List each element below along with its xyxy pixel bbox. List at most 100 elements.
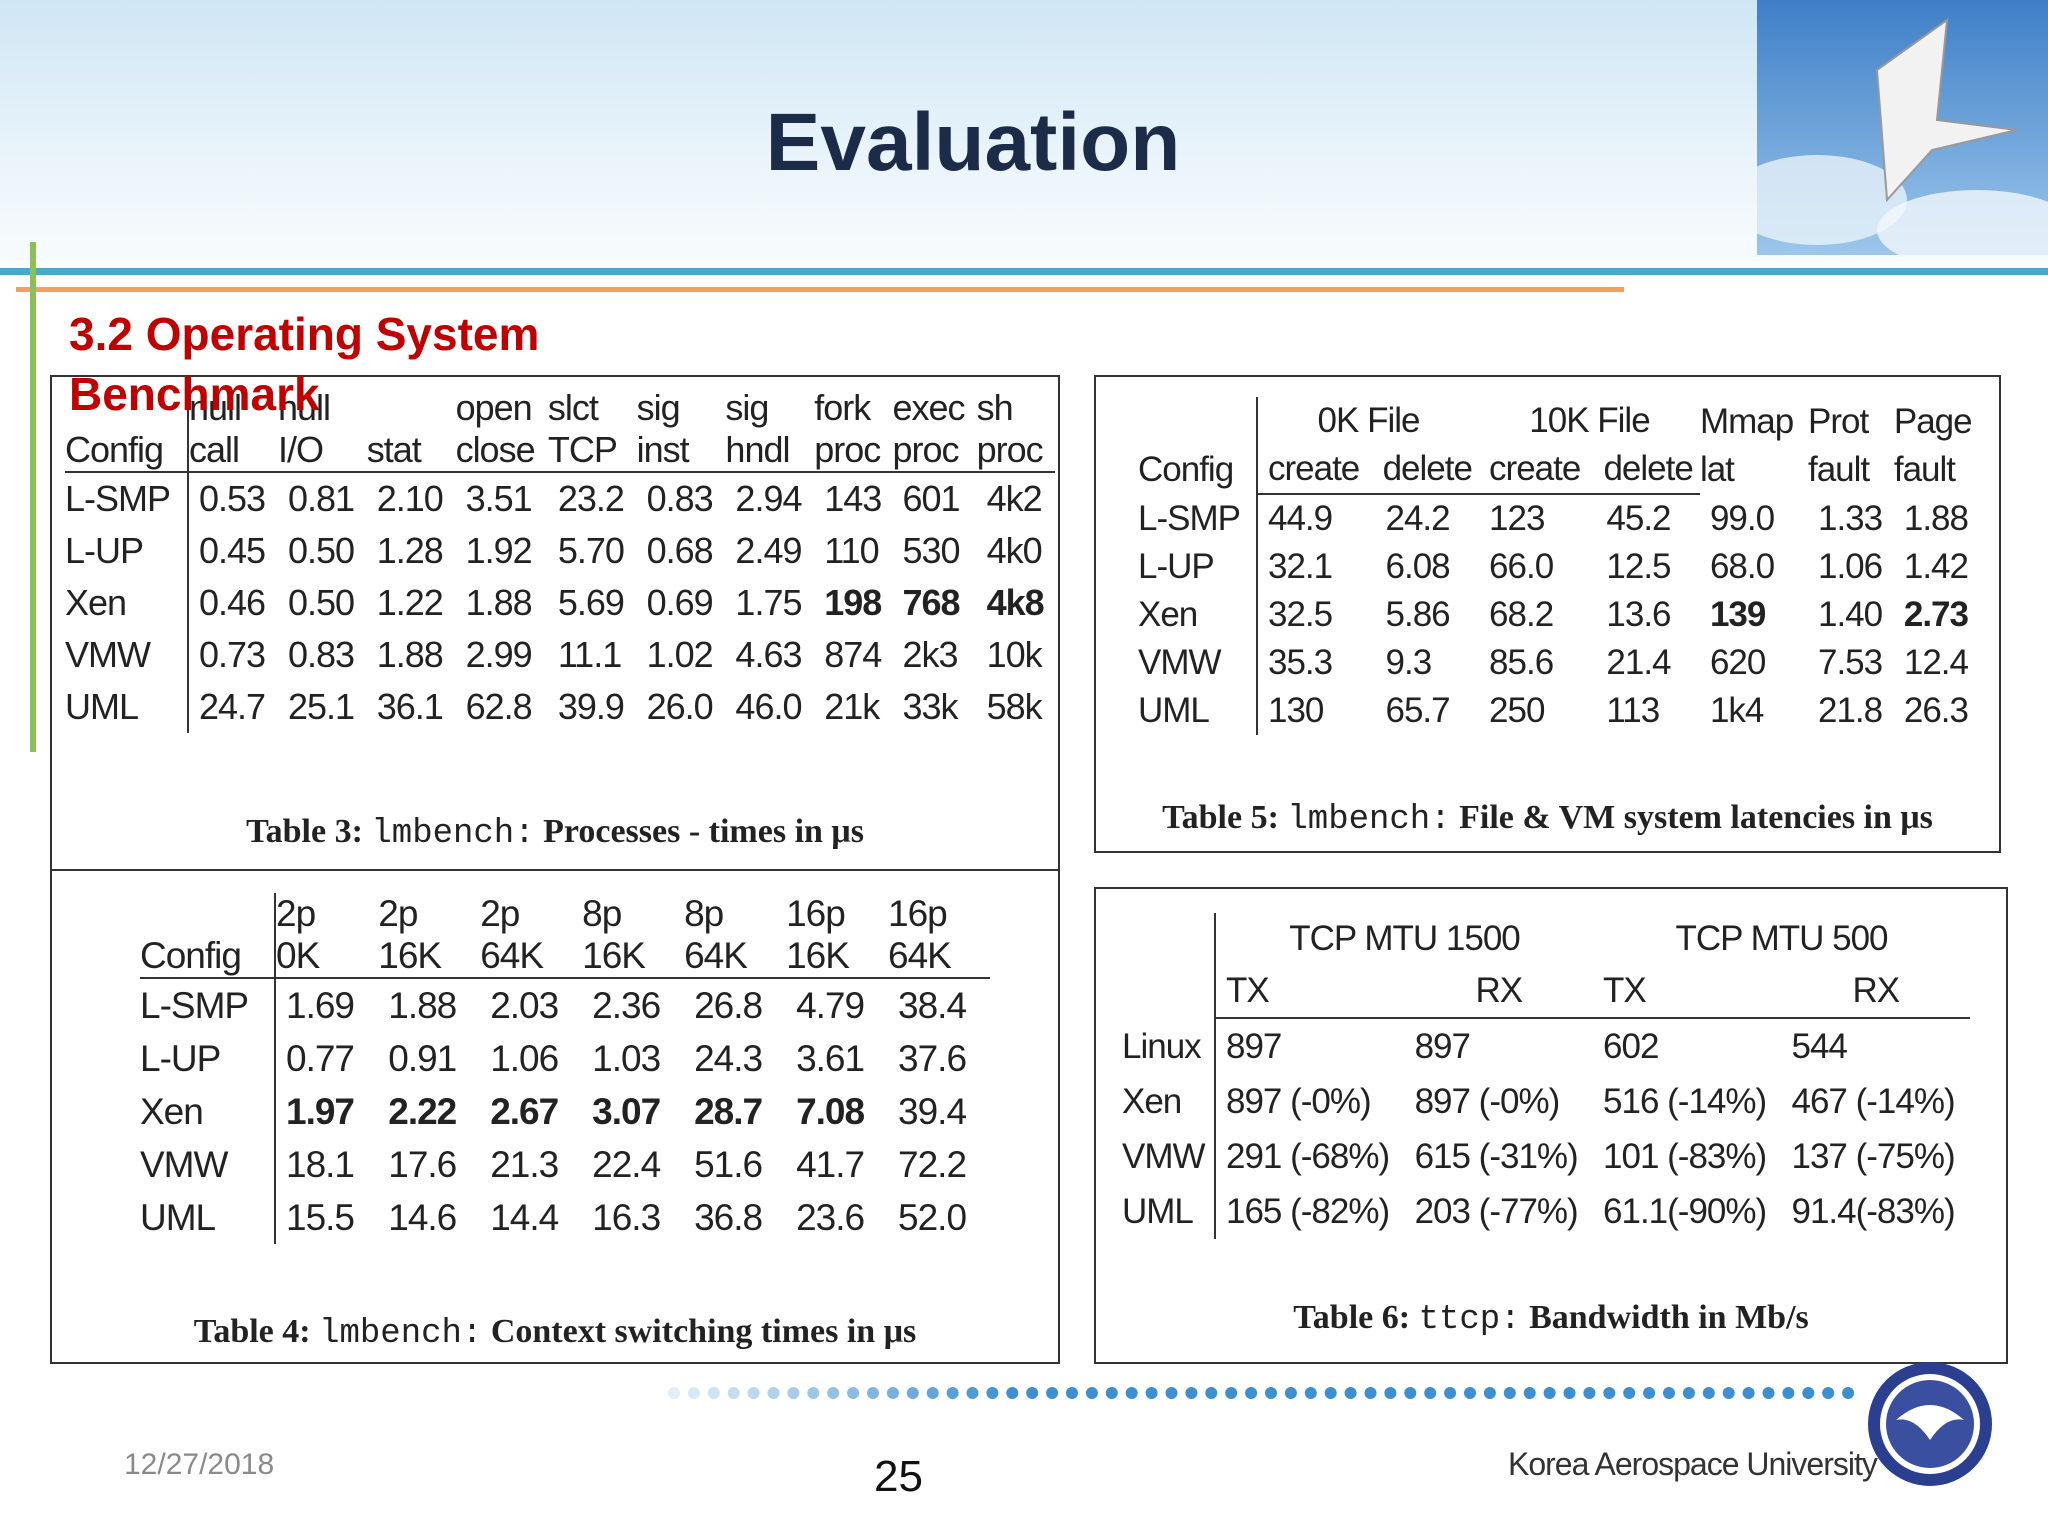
divider-dot xyxy=(1444,1387,1457,1399)
slide-title: Evaluation xyxy=(765,97,1181,188)
table-cell: 2.67 xyxy=(490,1091,559,1132)
table-cell: 18.1 xyxy=(286,1144,355,1185)
table-body: Linux 897 897 602 544 Xen 897 (-0%) 897 (-0%) 51… xyxy=(1122,1018,1970,1239)
divider-dot xyxy=(1464,1387,1476,1399)
table-caption: Table 3: lmbench: Processes - times in μ… xyxy=(52,813,1058,853)
table-header: Config null call null I/O stat open close slc… xyxy=(65,387,1055,473)
divider-dot xyxy=(1384,1387,1397,1399)
table-cell: 2.49 xyxy=(735,530,802,571)
header-cell: delete xyxy=(1596,445,1700,495)
caption-text: Bandwidth in Mb/s xyxy=(1529,1299,1809,1336)
row-label: L-SMP xyxy=(65,472,189,525)
header-cell: open close xyxy=(455,387,548,473)
table-panel: Config 2p 0K 2p 16K 2p 64K 8p 16K 8p 64K 16p 1… xyxy=(50,869,1060,1364)
table-cell: 1.40 xyxy=(1817,595,1883,634)
table-cell: 24.3 xyxy=(694,1038,763,1079)
divider-dot xyxy=(1324,1387,1337,1399)
table-cell: 0.50 xyxy=(287,530,355,571)
divider-dot xyxy=(926,1387,939,1399)
table-cell: 0.45 xyxy=(199,530,266,571)
header-cell: TX xyxy=(1215,965,1405,1019)
divider-dot xyxy=(1762,1387,1775,1399)
table-body: L-SMP 44.9 24.2 123 45.2 99.0 1.33 1.88 L-UP 32.1… xyxy=(1138,494,1984,735)
table-cell: 0.83 xyxy=(287,634,355,675)
table-row: UML 15.5 14.6 14.4 16.3 36.8 23.6 52.0 xyxy=(140,1191,990,1244)
header-row: Config 0K File 10K File Mmap lat Prot fault P… xyxy=(1138,397,1984,494)
header-cell: 2p 64K xyxy=(480,893,583,979)
divider-dot xyxy=(747,1387,760,1399)
table-row: UML 24.7 25.1 36.1 62.8 39.9 26.0 46.0 21k 33k 58k xyxy=(65,681,1055,733)
rule-green xyxy=(30,242,36,752)
row-label: Xen xyxy=(1122,1074,1216,1129)
table-row: Linux 897 897 602 544 xyxy=(1122,1018,1970,1074)
divider-dot xyxy=(1424,1387,1437,1399)
university-logo xyxy=(1868,1362,1992,1486)
caption-text: Context switching times in μs xyxy=(490,1313,917,1350)
header-cell: slct TCP xyxy=(547,387,637,473)
table-cell: 66.0 xyxy=(1489,547,1554,586)
table-cell: 5.86 xyxy=(1385,595,1451,634)
header-cell: null I/O xyxy=(277,387,367,473)
divider-dot xyxy=(1523,1387,1536,1399)
header-cell: RX xyxy=(1404,965,1594,1019)
row-label: VMW xyxy=(65,629,189,681)
table-cell: 5.69 xyxy=(557,582,625,623)
divider-dot xyxy=(1165,1387,1178,1399)
table-cell: 99.0 xyxy=(1709,499,1775,538)
table-cell: 10k xyxy=(986,634,1043,675)
page-number: 25 xyxy=(874,1452,923,1501)
table-cell: 21.4 xyxy=(1606,643,1671,682)
table-cell: 61.1(-90%) xyxy=(1603,1192,1767,1231)
row-label: Xen xyxy=(1138,591,1258,639)
table-header: TCP MTU 1500 TCP MTU 500 TX RX TX RX xyxy=(1122,913,1970,1019)
data-table: Config null call null I/O stat open close slc… xyxy=(65,387,1055,733)
divider-dot xyxy=(767,1387,780,1399)
table-cell: 0.53 xyxy=(199,478,266,519)
header-cell: sig hndl xyxy=(725,387,815,473)
divider-dot xyxy=(1225,1387,1238,1399)
caption-text: File & VM system latencies in μs xyxy=(1459,799,1933,836)
header-cell: stat xyxy=(366,387,456,473)
table-cell: 0.91 xyxy=(388,1038,457,1079)
divider-dot xyxy=(886,1387,899,1399)
table-cell: 130 xyxy=(1268,691,1324,730)
table-cell: 22.4 xyxy=(592,1144,661,1185)
row-label: UML xyxy=(140,1191,276,1244)
table-cell: 1.06 xyxy=(490,1038,559,1079)
table-row: L-UP 0.77 0.91 1.06 1.03 24.3 3.61 37.6 xyxy=(140,1032,990,1085)
table-cell: 52.0 xyxy=(898,1197,967,1238)
table-cell: 101 (-83%) xyxy=(1603,1137,1767,1176)
divider-dot xyxy=(1364,1387,1377,1399)
header-cell: sig inst xyxy=(636,387,726,473)
table-cell: 13.6 xyxy=(1606,595,1671,634)
table-cell: 15.5 xyxy=(286,1197,355,1238)
table-cell: 2.10 xyxy=(376,478,444,519)
divider-dot xyxy=(1046,1387,1059,1399)
table-cell: 123 xyxy=(1489,499,1545,538)
data-table: Config 0K File 10K File Mmap lat Prot fault P… xyxy=(1138,397,1984,735)
caption-label: Table 3: xyxy=(246,813,363,850)
header-cell: delete xyxy=(1375,445,1480,495)
table-row: L-UP 32.1 6.08 66.0 12.5 68.0 1.06 1.42 xyxy=(1138,543,1984,591)
table-cell: 16.3 xyxy=(592,1197,661,1238)
table-body: L-SMP 0.53 0.81 2.10 3.51 23.2 0.83 2.94 143 601 4… xyxy=(65,472,1055,733)
caption-tool: lmbench: xyxy=(1287,801,1451,839)
table-cell: 3.51 xyxy=(465,478,533,519)
table-cell: 38.4 xyxy=(898,985,967,1026)
row-label: L-SMP xyxy=(140,978,276,1032)
table-cell: 0.77 xyxy=(286,1038,355,1079)
table-cell: 4k8 xyxy=(986,582,1045,623)
row-label: L-UP xyxy=(140,1032,276,1085)
divider-dot xyxy=(1583,1387,1596,1399)
table-cell: 91.4(-83%) xyxy=(1791,1192,1956,1231)
table-cell: 45.2 xyxy=(1606,499,1671,538)
table-cell: 897 (-0%) xyxy=(1414,1082,1561,1121)
header-cell: 16p 64K xyxy=(888,893,990,979)
table-cell: 26.3 xyxy=(1903,691,1969,730)
divider-dot xyxy=(727,1387,740,1399)
table-cell: 37.6 xyxy=(898,1038,967,1079)
table-cell: 35.3 xyxy=(1268,643,1333,682)
divider-dot xyxy=(1682,1387,1695,1399)
header-cell: Prot fault xyxy=(1807,402,1870,489)
table-cell: 530 xyxy=(902,530,961,571)
